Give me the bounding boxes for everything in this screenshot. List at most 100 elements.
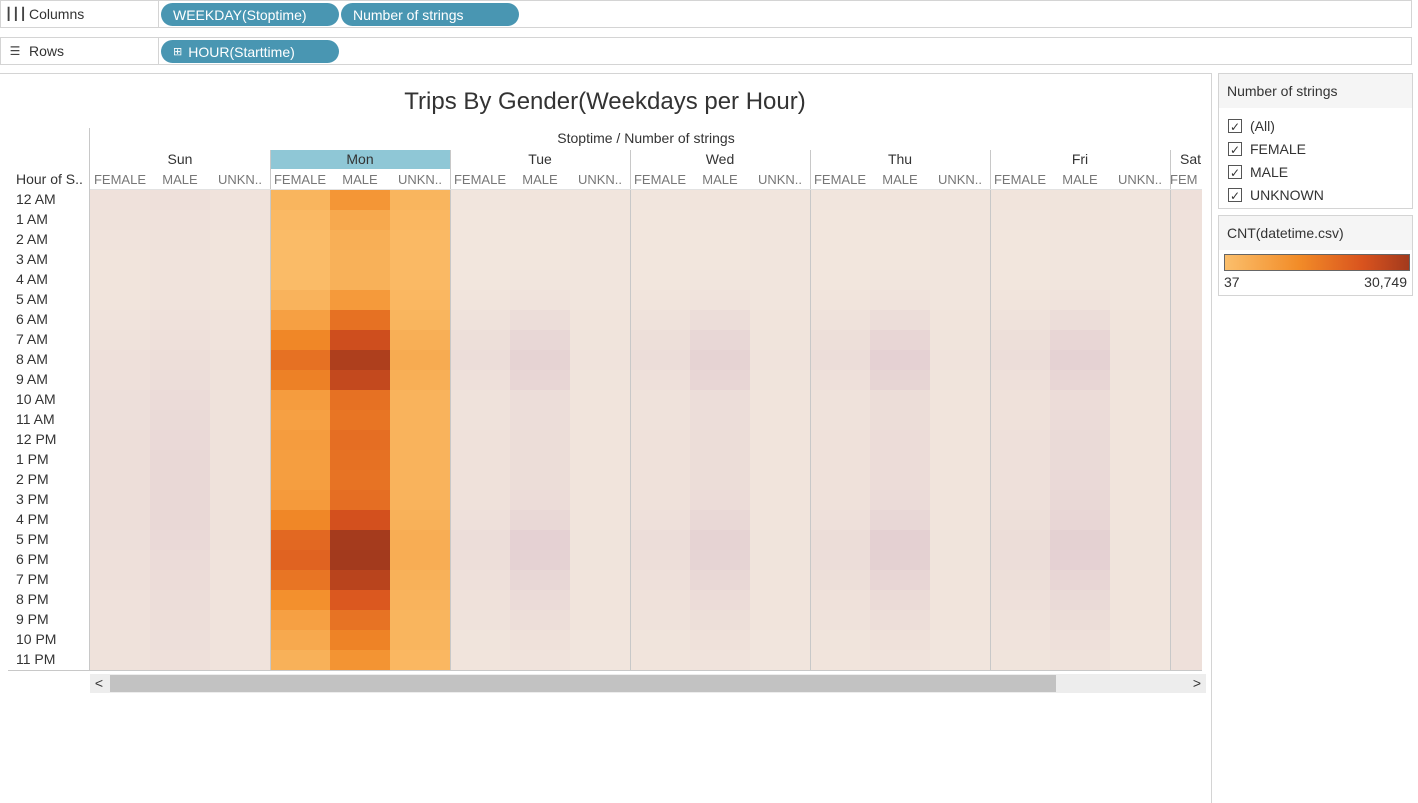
heatmap-cell-thu-unknown-h6[interactable] <box>930 310 990 330</box>
heatmap-cell-sun-female-h16[interactable] <box>90 510 150 530</box>
heatmap-cell-sat-female-h23[interactable] <box>1170 650 1202 670</box>
heatmap-cell-mon-male-h23[interactable] <box>330 650 390 670</box>
heatmap-cell-tue-female-h16[interactable] <box>450 510 510 530</box>
scroll-right-arrow-icon[interactable]: > <box>1192 675 1202 691</box>
heatmap-cell-sun-male-h13[interactable] <box>150 450 210 470</box>
scroll-left-arrow-icon[interactable]: < <box>94 675 104 691</box>
heatmap-cell-thu-male-h12[interactable] <box>870 430 930 450</box>
heatmap-cell-mon-male-h18[interactable] <box>330 550 390 570</box>
heatmap-cell-sun-male-h7[interactable] <box>150 330 210 350</box>
heatmap-cell-mon-male-h9[interactable] <box>330 370 390 390</box>
heatmap-cell-wed-unknown-h23[interactable] <box>750 650 810 670</box>
gender-header[interactable]: MALE <box>522 172 558 187</box>
heatmap-cell-wed-male-h16[interactable] <box>690 510 750 530</box>
hour-label[interactable]: 4 PM <box>16 511 49 527</box>
heatmap-cell-sun-male-h11[interactable] <box>150 410 210 430</box>
heatmap-cell-fri-male-h1[interactable] <box>1050 210 1110 230</box>
heatmap-cell-sun-female-h2[interactable] <box>90 230 150 250</box>
hour-label[interactable]: 4 AM <box>16 271 48 287</box>
heatmap-cell-thu-unknown-h18[interactable] <box>930 550 990 570</box>
gender-header[interactable]: UNKN.. <box>397 172 443 187</box>
heatmap-cell-tue-male-h9[interactable] <box>510 370 570 390</box>
heatmap-cell-mon-unknown-h16[interactable] <box>390 510 450 530</box>
checkbox-checked-icon[interactable]: ✓ <box>1228 141 1242 157</box>
heatmap-cell-thu-unknown-h16[interactable] <box>930 510 990 530</box>
hour-label[interactable]: 8 PM <box>16 591 49 607</box>
gender-header[interactable]: UNKN.. <box>217 172 263 187</box>
heatmap-cell-thu-male-h3[interactable] <box>870 250 930 270</box>
heatmap-cell-wed-female-h5[interactable] <box>630 290 690 310</box>
heatmap-cell-tue-unknown-h12[interactable] <box>570 430 630 450</box>
heatmap-cell-wed-male-h13[interactable] <box>690 450 750 470</box>
heatmap-cell-wed-female-h22[interactable] <box>630 630 690 650</box>
heatmap-cell-wed-unknown-h16[interactable] <box>750 510 810 530</box>
heatmap-cell-thu-male-h20[interactable] <box>870 590 930 610</box>
heatmap-cell-thu-male-h17[interactable] <box>870 530 930 550</box>
heatmap-cell-tue-female-h10[interactable] <box>450 390 510 410</box>
heatmap-cell-tue-unknown-h14[interactable] <box>570 470 630 490</box>
scrollbar-thumb[interactable] <box>110 675 1056 692</box>
heatmap-cell-mon-female-h14[interactable] <box>270 470 330 490</box>
heatmap-cell-fri-unknown-h6[interactable] <box>1110 310 1170 330</box>
hour-label[interactable]: 12 AM <box>16 191 56 207</box>
heatmap-cell-tue-unknown-h23[interactable] <box>570 650 630 670</box>
heatmap-cell-fri-male-h7[interactable] <box>1050 330 1110 350</box>
heatmap-cell-sun-unknown-h1[interactable] <box>210 210 270 230</box>
heatmap-cell-wed-male-h18[interactable] <box>690 550 750 570</box>
gender-header[interactable]: FEMALE <box>273 172 326 187</box>
heatmap-cell-tue-unknown-h11[interactable] <box>570 410 630 430</box>
heatmap-cell-sun-male-h20[interactable] <box>150 590 210 610</box>
heatmap-cell-mon-male-h19[interactable] <box>330 570 390 590</box>
heatmap-cell-sat-female-h12[interactable] <box>1170 430 1202 450</box>
heatmap-cell-mon-male-h7[interactable] <box>330 330 390 350</box>
heatmap-cell-sat-female-h7[interactable] <box>1170 330 1202 350</box>
heatmap-cell-wed-male-h21[interactable] <box>690 610 750 630</box>
heatmap-cell-mon-female-h13[interactable] <box>270 450 330 470</box>
heatmap-cell-fri-female-h7[interactable] <box>990 330 1050 350</box>
heatmap-cell-tue-male-h8[interactable] <box>510 350 570 370</box>
heatmap-cell-sun-male-h2[interactable] <box>150 230 210 250</box>
heatmap-cell-fri-male-h6[interactable] <box>1050 310 1110 330</box>
heatmap-cell-thu-female-h16[interactable] <box>810 510 870 530</box>
heatmap-cell-sat-female-h17[interactable] <box>1170 530 1202 550</box>
heatmap-cell-wed-male-h11[interactable] <box>690 410 750 430</box>
heatmap-cell-wed-female-h1[interactable] <box>630 210 690 230</box>
heatmap-cell-tue-female-h8[interactable] <box>450 350 510 370</box>
heatmap-cell-sun-male-h0[interactable] <box>150 190 210 210</box>
heatmap-cell-fri-unknown-h23[interactable] <box>1110 650 1170 670</box>
heatmap-cell-sun-female-h1[interactable] <box>90 210 150 230</box>
heatmap-cell-thu-female-h17[interactable] <box>810 530 870 550</box>
day-header-thu[interactable]: Thu <box>887 151 913 167</box>
heatmap-cell-mon-female-h3[interactable] <box>270 250 330 270</box>
heatmap-cell-mon-unknown-h12[interactable] <box>390 430 450 450</box>
heatmap-cell-thu-unknown-h9[interactable] <box>930 370 990 390</box>
heatmap-cell-wed-female-h17[interactable] <box>630 530 690 550</box>
gender-header[interactable]: FEMALE <box>813 172 866 187</box>
heatmap-cell-fri-male-h15[interactable] <box>1050 490 1110 510</box>
heatmap-cell-mon-male-h20[interactable] <box>330 590 390 610</box>
heatmap-cell-mon-female-h16[interactable] <box>270 510 330 530</box>
hour-label[interactable]: 8 AM <box>16 351 48 367</box>
heatmap-cell-thu-unknown-h15[interactable] <box>930 490 990 510</box>
hour-label[interactable]: 5 PM <box>16 531 49 547</box>
heatmap-cell-fri-female-h21[interactable] <box>990 610 1050 630</box>
heatmap-cell-mon-unknown-h18[interactable] <box>390 550 450 570</box>
heatmap-cell-fri-female-h4[interactable] <box>990 270 1050 290</box>
heatmap-cell-sun-male-h12[interactable] <box>150 430 210 450</box>
heatmap-cell-tue-male-h3[interactable] <box>510 250 570 270</box>
heatmap-cell-mon-female-h11[interactable] <box>270 410 330 430</box>
heatmap-cell-thu-unknown-h7[interactable] <box>930 330 990 350</box>
hour-label[interactable]: 3 PM <box>16 491 49 507</box>
heatmap-cell-fri-unknown-h1[interactable] <box>1110 210 1170 230</box>
heatmap-cell-mon-female-h10[interactable] <box>270 390 330 410</box>
heatmap-cell-tue-female-h6[interactable] <box>450 310 510 330</box>
heatmap-cell-tue-female-h3[interactable] <box>450 250 510 270</box>
filter-item-unknown[interactable]: ✓ UNKNOWN <box>1228 186 1324 203</box>
heatmap-cell-fri-male-h21[interactable] <box>1050 610 1110 630</box>
heatmap-cell-wed-male-h19[interactable] <box>690 570 750 590</box>
heatmap-cell-tue-unknown-h17[interactable] <box>570 530 630 550</box>
heatmap-cell-mon-unknown-h22[interactable] <box>390 630 450 650</box>
gender-header[interactable]: MALE <box>882 172 918 187</box>
heatmap-cell-wed-female-h20[interactable] <box>630 590 690 610</box>
heatmap-cell-fri-unknown-h14[interactable] <box>1110 470 1170 490</box>
